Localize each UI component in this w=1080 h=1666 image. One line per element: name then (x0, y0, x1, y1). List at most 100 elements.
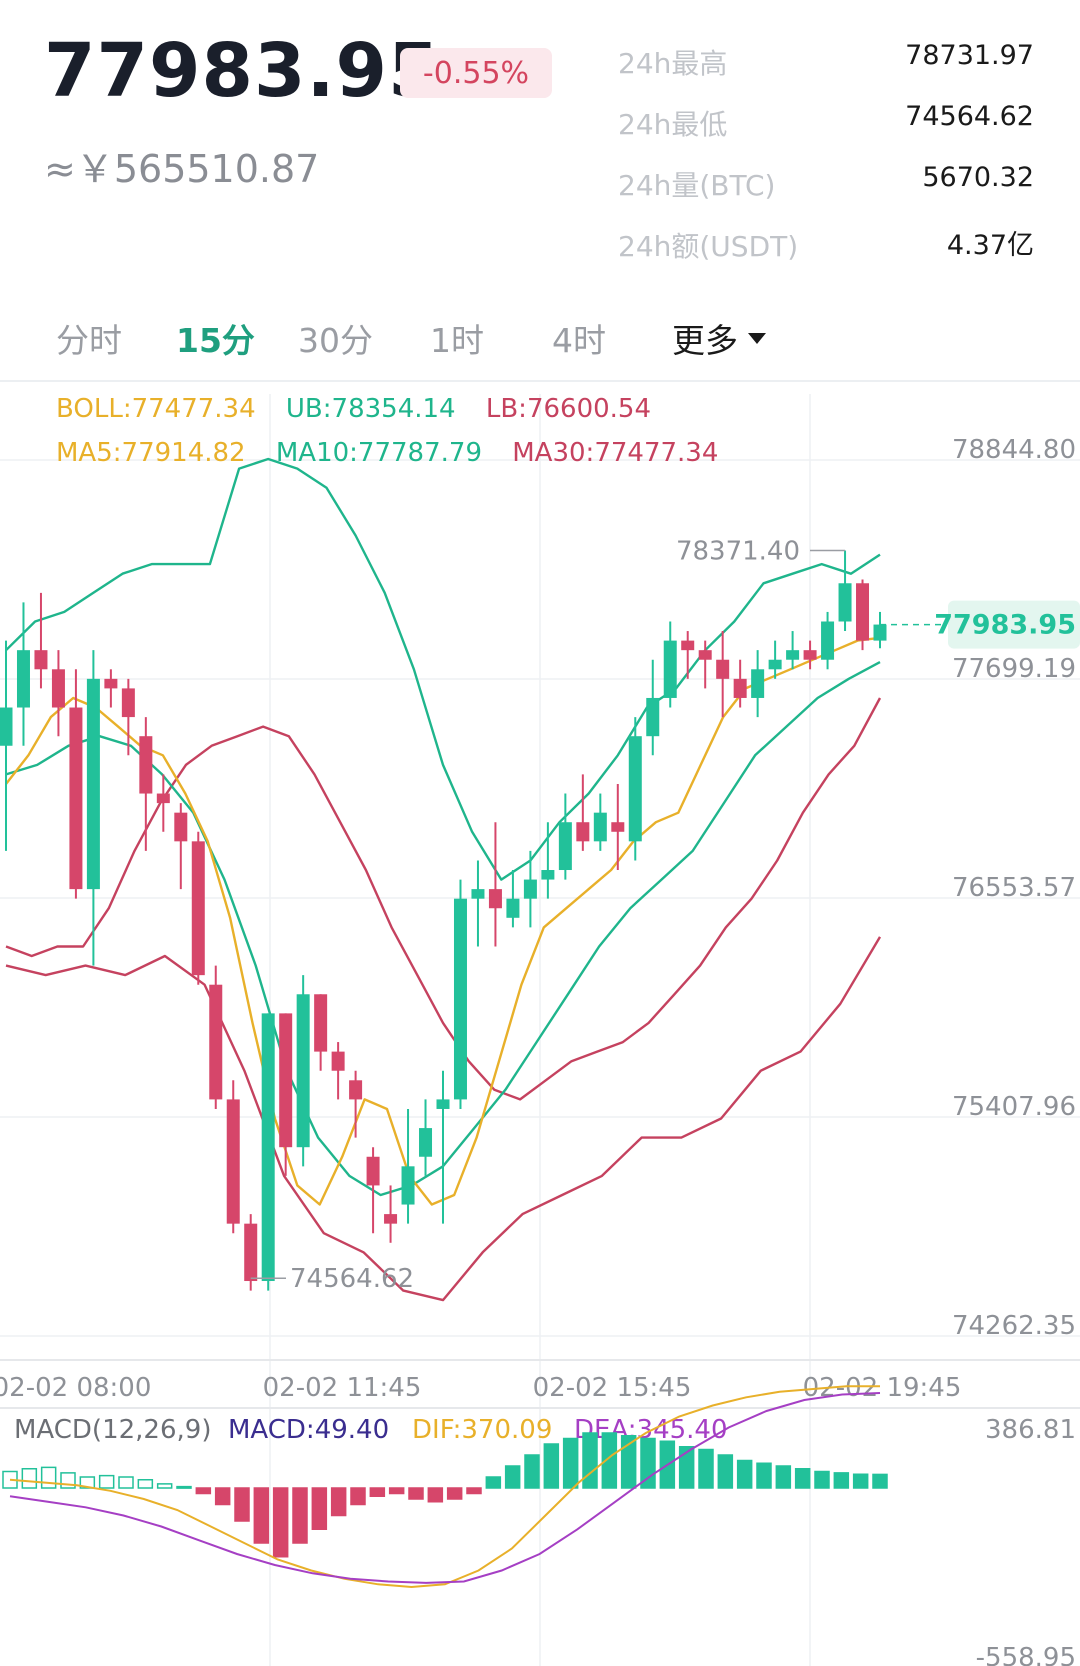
stat-label: 24h量(BTC) (618, 169, 776, 202)
candle-up (453, 898, 467, 1100)
candle-up (838, 583, 852, 622)
stat-value: 4.37亿 (946, 230, 1034, 261)
candle-up (401, 1166, 415, 1205)
candle-down (488, 889, 502, 909)
tab-fenshi[interactable]: 分时 (56, 321, 122, 360)
stat-label: 24h最低 (618, 108, 728, 141)
stat-row-turnover: 24h额(USDT) 4.37亿 (618, 219, 1038, 280)
cny-price: ≈￥565510.87 (44, 147, 320, 191)
tab-more-label: 更多 (672, 321, 738, 360)
candle-up (628, 736, 642, 842)
y-tick-label: 76553.57 (952, 873, 1076, 903)
change-badge: -0.55% (400, 48, 552, 98)
candle-down (51, 669, 65, 708)
stat-value: 74564.62 (905, 101, 1034, 132)
stats-panel: 24h最高 78731.97 24h最低 74564.62 24h量(BTC) … (618, 36, 1038, 280)
candle-up (296, 994, 310, 1148)
macd-histogram-bar (311, 1487, 328, 1530)
y-tick-label: 75407.96 (952, 1092, 1076, 1122)
candle-up (261, 1013, 275, 1282)
kline-chart[interactable]: BOLL:77477.34 UB:78354.14 LB:76600.54 MA… (0, 384, 1080, 1666)
macd-histogram-bar (582, 1432, 598, 1489)
candle-down (34, 650, 48, 670)
macd-top-tick: 386.81 (985, 1415, 1076, 1445)
candle-down (279, 1013, 293, 1148)
candle-up (506, 898, 520, 918)
last-price-label: 77983.95 (934, 610, 1076, 641)
candle-down (191, 841, 205, 976)
ma-indicators: MA5:77914.82 MA10:77787.79 MA30:77477.34 (56, 438, 740, 468)
ub-value: UB:78354.14 (285, 394, 456, 424)
candle-down (349, 1080, 363, 1100)
stat-row-low: 24h最低 74564.62 (618, 97, 1038, 158)
stat-row-volume: 24h量(BTC) 5670.32 (618, 158, 1038, 219)
x-tick-label: 02-02 15:45 (533, 1373, 692, 1403)
candle-up (768, 659, 782, 670)
tab-more[interactable]: 更多 (672, 314, 766, 362)
boll-lower-line (5, 936, 882, 1302)
ma30-line (5, 697, 882, 1101)
tab-30m[interactable]: 30分 (298, 321, 373, 360)
tab-15m[interactable]: 15分 (176, 321, 255, 360)
candle-down (681, 640, 695, 651)
x-tick-label: 02-02 08:00 (0, 1373, 151, 1403)
ticker-header: 77983.95 -0.55% ≈￥565510.87 24h最高 78731.… (0, 0, 1080, 290)
last-price: 77983.95 (44, 28, 441, 114)
macd-value: MACD:49.40 (228, 1415, 389, 1445)
candle-up (86, 678, 100, 890)
stat-label: 24h额(USDT) (618, 230, 799, 263)
macd-histogram-bar (833, 1472, 850, 1489)
candle-down (209, 984, 223, 1100)
candle-down (733, 678, 747, 698)
candle-down (366, 1156, 380, 1186)
macd-histogram-bar (330, 1487, 347, 1517)
candle-up (663, 640, 677, 698)
candle-down (803, 650, 817, 660)
candle-down (174, 812, 188, 842)
macd-histogram-bar (292, 1487, 308, 1544)
candle-up (821, 621, 835, 660)
macd-histogram-bar (678, 1446, 695, 1489)
macd-histogram-bar (272, 1487, 289, 1558)
candle-up (751, 669, 765, 698)
macd-histogram-bar (195, 1487, 212, 1495)
macd-histogram-bar (814, 1470, 830, 1489)
dif-line (9, 1385, 881, 1589)
candle-down (856, 583, 870, 641)
stat-row-high: 24h最高 78731.97 (618, 36, 1038, 97)
y-tick-label: 74262.35 (952, 1311, 1076, 1341)
macd-histogram-bar (775, 1465, 792, 1489)
macd-histogram-bar (620, 1435, 637, 1489)
candle-up (541, 870, 555, 880)
macd-histogram-bar (176, 1485, 192, 1489)
macd-histogram-bar (446, 1487, 463, 1500)
macd-histogram-bar (466, 1487, 482, 1495)
x-tick-label: 02-02 11:45 (263, 1373, 422, 1403)
macd-histogram-bar (794, 1468, 811, 1489)
tab-1h[interactable]: 1时 (430, 321, 484, 360)
macd-histogram-bar (388, 1487, 405, 1495)
dea-line (9, 1392, 881, 1584)
macd-histogram-bar (756, 1462, 772, 1489)
macd-histogram-bar (253, 1487, 270, 1544)
candle-down (121, 688, 135, 718)
stat-value: 5670.32 (922, 162, 1034, 193)
macd-histogram-bar (21, 1468, 38, 1489)
macd-histogram-bar (485, 1476, 502, 1489)
macd-histogram-bar (872, 1473, 888, 1489)
candle-down (384, 1214, 398, 1224)
kline-svg: 78844.80 77699.19 76553.57 75407.96 74262.35… (0, 394, 1080, 1666)
candle-down (226, 1099, 240, 1224)
dif-value: DIF:370.09 (412, 1415, 552, 1445)
macd-histogram-bar (40, 1466, 57, 1489)
y-tick-label: 78844.80 (952, 435, 1076, 465)
ma30-value: MA30:77477.34 (512, 438, 719, 468)
tab-4h[interactable]: 4时 (552, 321, 606, 360)
caret-down-icon (748, 333, 766, 344)
macd-histogram-bar (214, 1487, 231, 1506)
macd-histogram-bar (137, 1479, 154, 1489)
interval-tabs: 分时 15分 30分 1时 4时 更多 (0, 300, 1080, 382)
candle-up (786, 650, 800, 660)
macd-histogram-bar (156, 1483, 173, 1489)
macd-histogram-bar (504, 1465, 521, 1489)
